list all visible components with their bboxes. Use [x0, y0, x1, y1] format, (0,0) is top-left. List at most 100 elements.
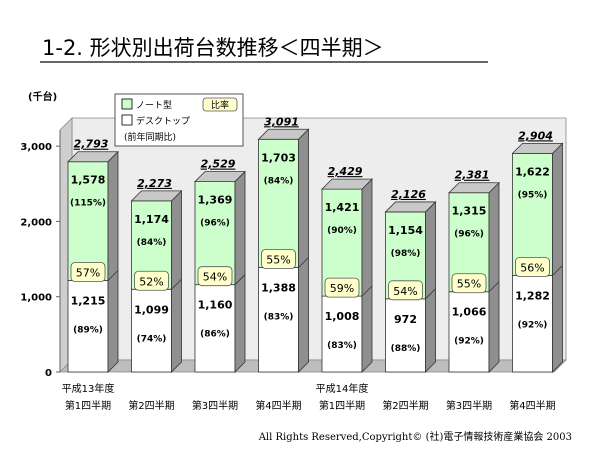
- bar-total-label: 2,429: [328, 165, 363, 178]
- bar-side-divider: [361, 285, 373, 297]
- notebook-value-label: 1,421: [325, 201, 360, 214]
- ratio-label: 57%: [76, 267, 100, 280]
- x-category-label: 第1四半期: [319, 399, 365, 412]
- y-tick-label: 2,000: [20, 217, 52, 228]
- desktop-value-label: 1,388: [261, 281, 296, 294]
- bar-side-divider: [298, 257, 309, 268]
- x-year-label: 平成14年度: [316, 382, 369, 395]
- desktop-value-label: 1,066: [452, 306, 487, 319]
- bar-total-label: 3,091: [264, 115, 299, 128]
- ratio-box: [515, 257, 550, 277]
- desktop-value-label: 1,160: [198, 299, 233, 312]
- notebook-yoy-label: (96%): [454, 230, 484, 240]
- bar-side-face: [298, 128, 309, 373]
- bar-top-face: [67, 151, 119, 163]
- y-tick-label: 1,000: [20, 293, 52, 304]
- desktop-value-label: 1,008: [325, 310, 360, 323]
- bar-side-divider: [107, 270, 119, 281]
- ratio-box: [134, 270, 169, 291]
- bar-side-face: [107, 150, 119, 373]
- bar-total-label: 2,126: [391, 188, 426, 201]
- x-category-label: 第3四半期: [192, 399, 238, 412]
- bar-desktop: [448, 291, 490, 373]
- ratio-box: [197, 266, 233, 287]
- ratio-box: [324, 277, 360, 298]
- copyright-footer: All Rights Reserved,Copyright© (社)電子情報技術…: [258, 430, 572, 443]
- legend-label-notebook: ノート型: [136, 100, 172, 111]
- ratio-label: 56%: [520, 261, 544, 274]
- bar-desktop: [385, 298, 426, 373]
- bar-desktop: [131, 288, 172, 373]
- bar-side-divider: [552, 265, 563, 276]
- notebook-value-label: 1,154: [388, 224, 423, 237]
- ratio-label: 52%: [139, 275, 163, 288]
- x-year-label: 平成13年度: [62, 382, 115, 395]
- bar-side-face: [552, 142, 563, 373]
- legend-ratio-box: [202, 97, 238, 112]
- unit-label: (千台): [28, 90, 57, 103]
- notebook-yoy-label: (95%): [518, 190, 548, 200]
- ratio-label: 55%: [266, 253, 290, 266]
- bar-side-face: [171, 189, 182, 373]
- legend-label-desktop: デスクトップ: [136, 115, 190, 127]
- legend-swatch-desktop: [121, 114, 133, 126]
- bar-total-label: 2,273: [137, 177, 172, 190]
- desktop-yoy-label: (88%): [391, 344, 421, 354]
- ratio-box: [388, 280, 423, 301]
- notebook-value-label: 1,703: [261, 151, 296, 164]
- x-category-label: 第1四半期: [65, 399, 111, 412]
- bar-side-face: [488, 181, 500, 373]
- bar-top-face: [194, 171, 246, 182]
- bar-side-face: [361, 178, 373, 373]
- legend-label-yoy: (前年同期比): [124, 131, 176, 143]
- ratio-box: [451, 273, 487, 294]
- x-category-label: 第4四半期: [255, 399, 301, 412]
- legend: ノート型 比率 デスクトップ (前年同期比): [114, 93, 244, 147]
- bar-top-face: [384, 201, 437, 213]
- notebook-yoy-label: (96%): [200, 219, 230, 229]
- desktop-yoy-label: (83%): [264, 312, 294, 322]
- bar-desktop: [321, 295, 363, 373]
- desktop-yoy-label: (92%): [518, 320, 548, 330]
- bar-top-face: [257, 128, 310, 140]
- ratio-label: 55%: [457, 278, 481, 291]
- notebook-value-label: 1,174: [134, 213, 169, 226]
- desktop-value-label: 1,215: [71, 295, 106, 308]
- y-tick-label: 3,000: [20, 142, 52, 153]
- ratio-box: [261, 249, 296, 269]
- ratio-label: 59%: [330, 282, 354, 295]
- bar-top-face: [321, 178, 373, 190]
- bar-top-face: [511, 142, 564, 154]
- legend-swatch-notebook: [121, 98, 133, 110]
- notebook-value-label: 1,369: [198, 194, 233, 207]
- x-category-label: 第2四半期: [382, 399, 428, 412]
- notebook-yoy-label: (84%): [264, 176, 294, 186]
- bar-total-label: 2,529: [201, 158, 236, 171]
- notebook-value-label: 1,622: [515, 165, 550, 178]
- bar-desktop: [258, 267, 299, 373]
- bar-side-divider: [488, 281, 500, 293]
- x-category-label: 第2四半期: [128, 399, 174, 412]
- ratio-label: 54%: [393, 285, 417, 298]
- notebook-value-label: 1,315: [452, 205, 487, 218]
- bar-side-face: [425, 200, 436, 373]
- legend-label-ratio: 比率: [211, 99, 229, 111]
- notebook-yoy-label: (98%): [391, 249, 421, 259]
- bar-desktop: [194, 284, 236, 373]
- x-category-label: 第3四半期: [446, 399, 492, 412]
- desktop-value-label: 972: [394, 313, 417, 326]
- bar-desktop: [512, 275, 553, 373]
- desktop-yoy-label: (74%): [137, 334, 167, 344]
- desktop-value-label: 1,099: [134, 303, 169, 316]
- bar-side-divider: [425, 288, 436, 300]
- bar-side-face: [234, 170, 246, 373]
- notebook-yoy-label: (84%): [137, 238, 167, 248]
- bar-top-face: [130, 190, 183, 202]
- notebook-yoy-label: (115%): [70, 199, 106, 209]
- bar-total-label: 2,381: [455, 169, 490, 182]
- bar-total-label: 2,904: [518, 129, 553, 142]
- chart-title: 1-2. 形状別出荷台数推移＜四半期＞: [42, 36, 384, 60]
- desktop-yoy-label: (92%): [454, 337, 484, 347]
